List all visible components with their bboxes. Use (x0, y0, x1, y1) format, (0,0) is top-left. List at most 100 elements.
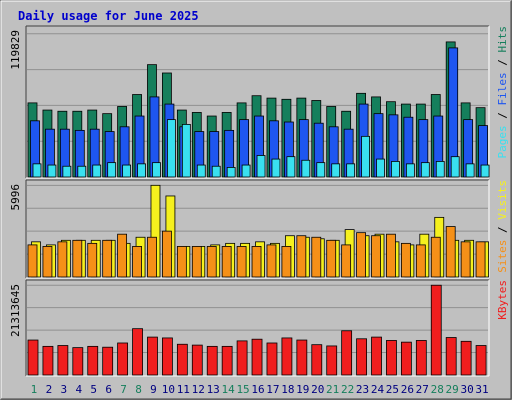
legend-separator: / (496, 53, 509, 73)
bar-kbytes-day-10 (162, 337, 173, 376)
bar-sites-day-11 (176, 246, 187, 278)
bar-pages-day-8 (137, 163, 146, 178)
bar-kbytes-day-2 (42, 345, 54, 376)
bar-pages-day-9 (152, 162, 161, 178)
bar-pages-day-14 (226, 167, 236, 178)
bar-kbytes-day-15 (236, 340, 248, 376)
chart-panels: 119829 Pages / Files / Hits 5996 Sites / Vi… (9, 25, 509, 377)
legend-entry-pages: Pages (496, 125, 509, 158)
bar-kbytes-day-4 (72, 347, 84, 376)
bar-kbytes-day-31 (475, 345, 487, 376)
legend-entry-files: Files (496, 72, 509, 105)
x-axis-day-labels: 1 2 3 4 5 6 7 8 9 10 11 12 13 14 15 16 17 18 19 20 21 22 23 24 2… (31, 383, 489, 396)
x-tick-label-day-11: 11 (177, 383, 190, 396)
legend-entry-visits: Visits (496, 180, 509, 220)
x-tick-label-day-7: 7 (120, 383, 127, 396)
bar-kbytes-day-18 (281, 337, 293, 376)
x-tick-label-day-9: 9 (150, 383, 157, 396)
bar-kbytes-day-12 (191, 344, 203, 376)
bar-kbytes-day-7 (117, 342, 129, 376)
legend-panel-1: Pages / Files / Hits (496, 26, 509, 159)
x-tick-label-day-19: 19 (296, 383, 309, 396)
bar-sites-day-15 (236, 246, 247, 278)
bar-pages-day-20 (316, 162, 326, 178)
bar-pages-day-1 (32, 163, 42, 178)
bar-pages-day-30 (465, 163, 475, 178)
bar-kbytes-day-23 (356, 338, 367, 376)
x-tick-label-day-29: 29 (446, 383, 459, 396)
bar-pages-day-27 (420, 162, 430, 178)
x-tick-label-day-18: 18 (281, 383, 294, 396)
bar-pages-day-16 (256, 155, 266, 178)
legend-entry-sites: Sites (496, 240, 509, 273)
panel-2: 5996 Sites / Visits (9, 179, 509, 279)
x-tick-label-day-12: 12 (192, 383, 205, 396)
bar-pages-day-2 (47, 164, 57, 178)
bar-pages-day-7 (122, 164, 132, 178)
x-tick-label-day-24: 24 (371, 383, 385, 396)
bar-kbytes-day-30 (460, 340, 472, 376)
bar-sites-day-26 (400, 242, 411, 278)
bar-kbytes-day-20 (311, 344, 323, 376)
bar-sites-day-2 (42, 246, 53, 278)
bar-sites-day-12 (191, 246, 202, 278)
legend-panel-2: Sites / Visits (496, 180, 509, 273)
bar-pages-day-10 (167, 119, 176, 178)
x-tick-label-day-21: 21 (326, 383, 339, 396)
bar-sites-day-31 (475, 241, 486, 278)
bar-kbytes-day-9 (147, 336, 158, 376)
bar-pages-day-17 (271, 158, 281, 178)
bar-sites-day-28 (430, 236, 441, 278)
bar-kbytes-day-1 (27, 339, 39, 376)
bar-kbytes-day-28 (430, 284, 442, 376)
x-tick-label-day-3: 3 (61, 383, 68, 396)
x-tick-label-day-13: 13 (207, 383, 220, 396)
legend-entry-kbytes: KBytes (496, 280, 509, 320)
bar-sites-day-4 (72, 239, 83, 278)
bar-pages-day-18 (286, 156, 296, 178)
bar-sites-day-10 (162, 230, 172, 278)
bar-sites-day-8 (132, 246, 142, 278)
bar-kbytes-day-8 (132, 328, 143, 376)
x-tick-label-day-26: 26 (401, 383, 414, 396)
x-tick-label-day-2: 2 (46, 383, 53, 396)
chart-title: Daily usage for June 2025 (18, 9, 199, 23)
bar-pages-day-15 (241, 164, 251, 178)
bar-pages-day-29 (450, 156, 460, 178)
bar-sites-day-13 (206, 246, 217, 278)
bar-sites-day-17 (266, 244, 277, 278)
x-tick-label-day-10: 10 (162, 383, 175, 396)
bar-pages-day-12 (196, 164, 206, 178)
bar-pages-day-19 (301, 159, 311, 178)
x-tick-label-day-15: 15 (236, 383, 249, 396)
x-tick-label-day-17: 17 (266, 383, 279, 396)
x-tick-label-day-23: 23 (356, 383, 369, 396)
bar-kbytes-day-14 (221, 345, 233, 376)
bar-pages-day-13 (211, 165, 221, 178)
bar-sites-day-23 (356, 232, 366, 278)
bar-pages-day-24 (376, 158, 385, 178)
bar-kbytes-day-16 (251, 338, 263, 376)
bar-sites-day-24 (371, 235, 381, 278)
panel-1: 119829 Pages / Files / Hits (9, 25, 509, 179)
panel-3: 21313645 KBytes (9, 279, 509, 377)
bar-sites-day-16 (251, 246, 262, 278)
bar-kbytes-day-19 (296, 339, 308, 376)
bar-kbytes-day-21 (326, 345, 338, 376)
bar-pages-day-23 (361, 135, 370, 178)
bar-sites-day-3 (57, 241, 68, 278)
legend-separator: / (496, 220, 509, 240)
bar-sites-day-7 (117, 233, 128, 278)
bar-pages-day-21 (331, 163, 341, 178)
bar-pages-day-31 (480, 164, 490, 178)
y-axis-max-label: 21313645 (9, 284, 22, 337)
legend-panel-3: KBytes (496, 280, 509, 320)
bar-pages-day-25 (391, 161, 400, 178)
bar-sites-day-18 (281, 246, 292, 278)
bar-kbytes-day-29 (445, 337, 457, 376)
bar-pages-day-3 (62, 165, 72, 178)
x-tick-label-day-20: 20 (311, 383, 324, 396)
bar-sites-day-20 (311, 236, 322, 278)
legend-entry-hits: Hits (496, 26, 509, 53)
